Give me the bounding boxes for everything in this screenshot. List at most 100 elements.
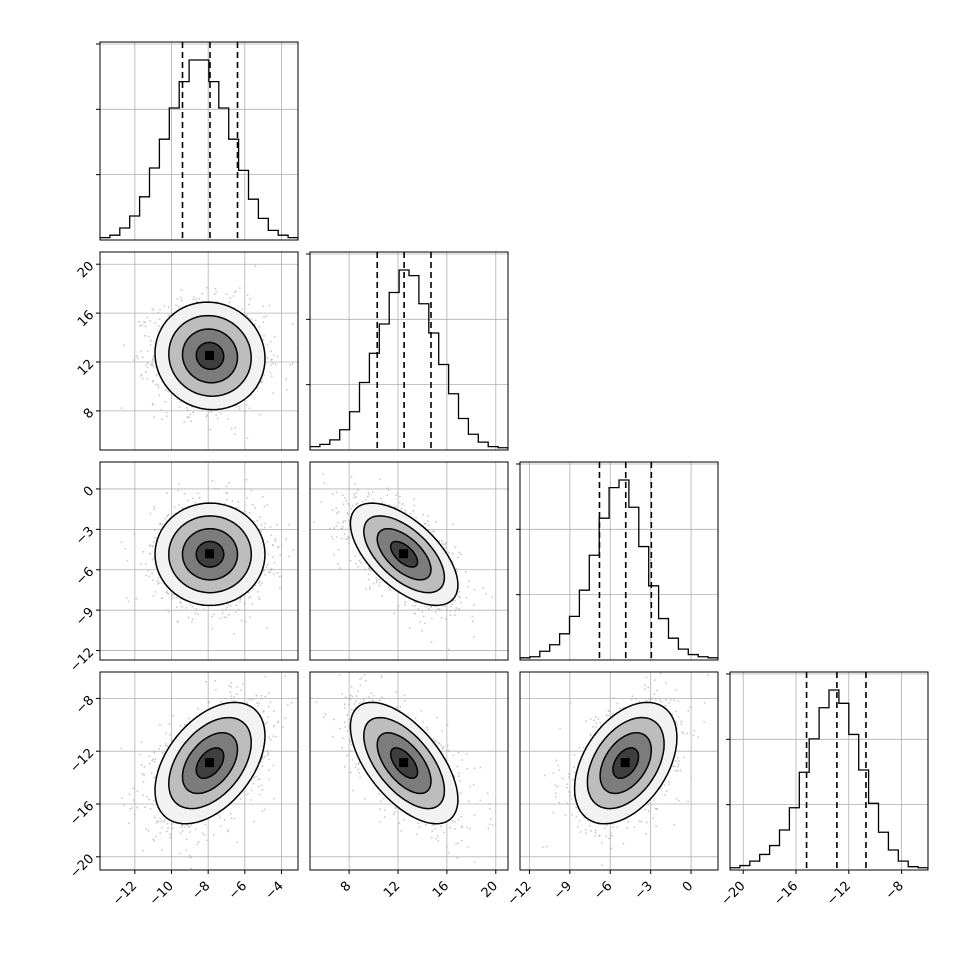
sample-point <box>441 748 444 751</box>
sample-point <box>412 604 415 607</box>
sample-point <box>219 701 222 703</box>
sample-point <box>148 762 151 765</box>
sample-point <box>402 503 404 505</box>
sample-point <box>146 377 149 380</box>
sample-point <box>333 527 336 530</box>
sample-point <box>258 702 261 705</box>
sample-point <box>191 618 194 621</box>
sample-point <box>306 528 308 530</box>
sample-point <box>213 293 216 295</box>
sample-point <box>455 567 458 570</box>
x-tick-label: −10 <box>147 879 177 909</box>
sample-point <box>245 404 248 406</box>
sample-point <box>120 747 123 750</box>
sample-point <box>471 620 474 623</box>
sample-point <box>404 511 407 514</box>
sample-point <box>225 293 228 296</box>
sample-point <box>152 838 155 841</box>
sample-point <box>147 569 150 572</box>
sample-point <box>194 612 197 615</box>
sample-point <box>157 311 160 314</box>
sample-point <box>589 734 592 737</box>
sample-point <box>267 553 270 555</box>
sample-point <box>271 556 274 559</box>
sample-point <box>276 721 279 724</box>
sample-point <box>145 828 148 830</box>
sample-point <box>460 601 462 604</box>
sample-point <box>157 577 160 580</box>
sample-point <box>201 832 204 835</box>
sample-point <box>270 358 273 361</box>
sample-point <box>557 764 560 767</box>
sample-point <box>703 721 705 723</box>
sample-point <box>150 363 152 366</box>
sample-point <box>278 575 281 578</box>
sample-point <box>675 797 678 800</box>
sample-point <box>362 701 365 704</box>
sample-point <box>449 610 452 612</box>
sample-point <box>249 298 252 301</box>
sample-point <box>648 663 650 665</box>
sample-point <box>438 742 441 745</box>
contour-line <box>154 502 266 607</box>
sample-point <box>270 534 273 537</box>
sample-point <box>124 547 127 550</box>
sample-point <box>181 829 184 832</box>
sample-point <box>351 789 354 792</box>
sample-point <box>431 830 434 833</box>
sample-point <box>382 797 385 800</box>
sample-point <box>163 819 166 821</box>
y-tick-label: −12 <box>67 746 97 776</box>
sample-point <box>482 587 485 590</box>
sample-point <box>198 496 201 499</box>
sample-point <box>194 501 197 504</box>
sample-point <box>583 746 585 749</box>
sample-point <box>223 616 226 619</box>
sample-point <box>404 601 407 604</box>
sample-point <box>186 838 188 841</box>
sample-point <box>360 561 362 564</box>
sample-point <box>189 856 192 859</box>
sample-point <box>395 506 397 509</box>
sample-point <box>679 769 682 772</box>
histogram-panel <box>730 672 928 870</box>
sample-point <box>180 296 182 299</box>
sample-point <box>378 699 381 702</box>
sample-point <box>595 722 598 725</box>
sample-point <box>677 715 680 718</box>
sample-point <box>258 413 261 416</box>
sample-point <box>185 407 188 409</box>
sample-point <box>169 733 172 736</box>
sample-point <box>687 800 689 803</box>
sample-point <box>359 684 362 687</box>
sample-point <box>341 494 344 497</box>
sample-point <box>674 765 677 768</box>
sample-point <box>680 723 683 725</box>
sample-point <box>145 563 147 566</box>
sample-point <box>270 350 273 353</box>
sample-point <box>337 511 340 513</box>
sample-point <box>273 538 276 541</box>
sample-point <box>179 400 182 403</box>
sample-point <box>622 842 625 845</box>
sample-point <box>364 568 366 571</box>
sample-point <box>214 287 217 290</box>
sample-point <box>473 767 476 770</box>
sample-point <box>238 287 241 289</box>
panel-frame <box>309 461 509 661</box>
sample-point <box>673 823 676 826</box>
sample-point <box>350 507 353 510</box>
sample-point <box>542 846 544 849</box>
sample-point <box>167 390 169 393</box>
sample-point <box>595 726 598 729</box>
sample-point <box>246 792 249 795</box>
sample-point <box>592 725 594 728</box>
sample-point <box>342 520 345 523</box>
sample-point <box>264 722 267 725</box>
sample-point <box>355 763 357 766</box>
sample-point <box>246 294 249 297</box>
sample-point <box>220 412 222 415</box>
sample-point <box>368 696 371 699</box>
sample-point <box>215 688 217 691</box>
contour-line <box>154 301 266 411</box>
